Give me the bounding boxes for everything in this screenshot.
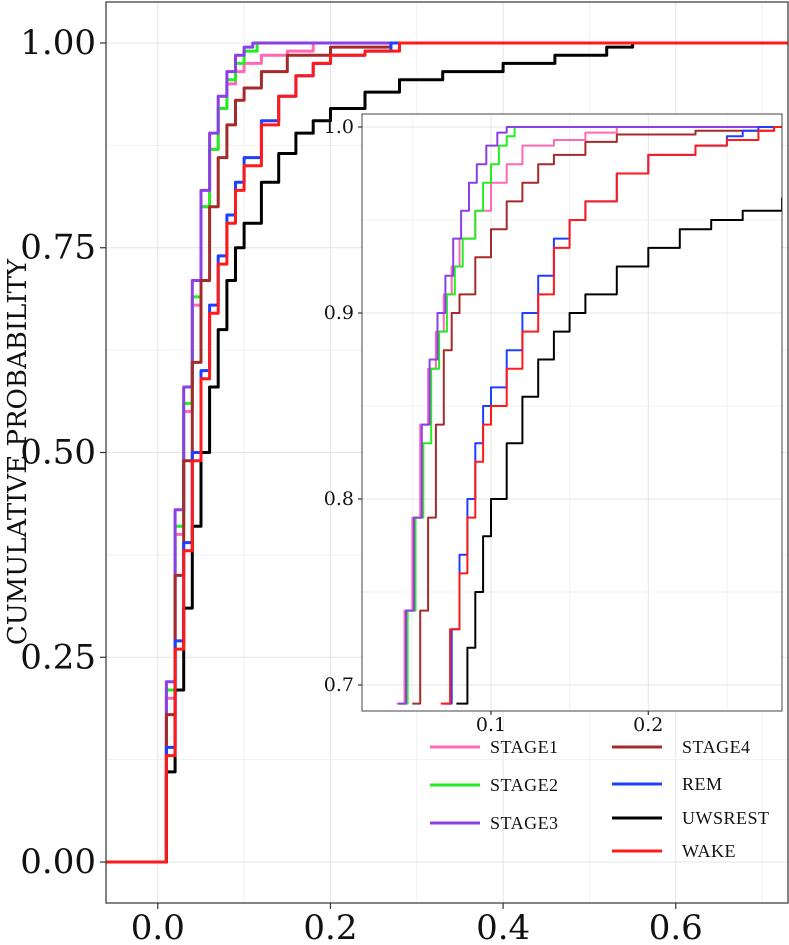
inset-series-line-stage3 [398, 126, 782, 705]
main-x-tick-label: 0.0 [131, 908, 185, 945]
inset-plot-border [361, 113, 783, 712]
y-axis-title: CUMULATIVE PROBABILITY [3, 258, 33, 645]
inset-series-line-wake [440, 126, 782, 705]
inset-plot-panel: 0.7 0.8 0.9 1.0 0.1 0.2 [324, 113, 783, 736]
inset-x-axis-ticks: 0.1 0.2 [476, 711, 663, 736]
main-series-line-uwsrest [106, 41, 788, 864]
inset-y-tick-label: 0.8 [324, 488, 354, 510]
legend-label-stage3: STAGE3 [490, 813, 559, 833]
inset-x-tick-label: 0.1 [476, 714, 506, 736]
inset-series-line-stage1 [396, 126, 782, 705]
main-x-axis-ticks: 0.0 0.2 0.4 0.6 [131, 903, 703, 945]
inset-x-tick-label: 0.2 [633, 714, 663, 736]
inset-y-tick-label: 1.0 [324, 116, 354, 138]
main-x-tick-label: 0.6 [649, 908, 703, 945]
legend-label-wake: WAKE [682, 841, 736, 861]
main-series-lines [106, 41, 788, 864]
main-y-tick-label: 0.25 [20, 637, 96, 677]
main-plot-panel: 0.00 0.25 0.50 0.75 1.00 0.0 0.2 0.4 0.6 CUMULA… [3, 1, 789, 945]
inset-y-tick-label: 0.9 [324, 302, 354, 324]
inset-y-tick-label: 0.7 [324, 674, 354, 696]
main-x-tick-label: 0.2 [303, 908, 357, 945]
legend-label-rem: REM [682, 774, 723, 794]
legend-label-uwsrest: UWSREST [682, 808, 770, 828]
main-y-tick-label: 1.00 [20, 23, 96, 63]
legend-label-stage4: STAGE4 [682, 737, 751, 757]
main-y-tick-label: 0.00 [20, 842, 96, 882]
main-series-line-wake [106, 41, 788, 864]
inset-series-line-uwsrest [456, 197, 782, 705]
legend: STAGE1 STAGE2 STAGE3 STAGE4 REM UWSREST WAKE [430, 737, 770, 861]
main-series-line-stage4 [106, 41, 788, 864]
legend-label-stage2: STAGE2 [490, 775, 559, 795]
main-y-tick-label: 0.50 [20, 433, 96, 473]
main-y-tick-label: 0.75 [20, 228, 96, 268]
inset-y-axis-ticks: 0.7 0.8 0.9 1.0 [324, 116, 362, 696]
inset-series-lines [396, 126, 782, 705]
inset-series-line-stage4 [412, 126, 782, 705]
main-x-tick-label: 0.4 [476, 908, 530, 945]
main-y-axis-ticks: 0.00 0.25 0.50 0.75 1.00 [20, 23, 106, 882]
inset-background [362, 114, 782, 711]
legend-label-stage1: STAGE1 [490, 737, 559, 757]
